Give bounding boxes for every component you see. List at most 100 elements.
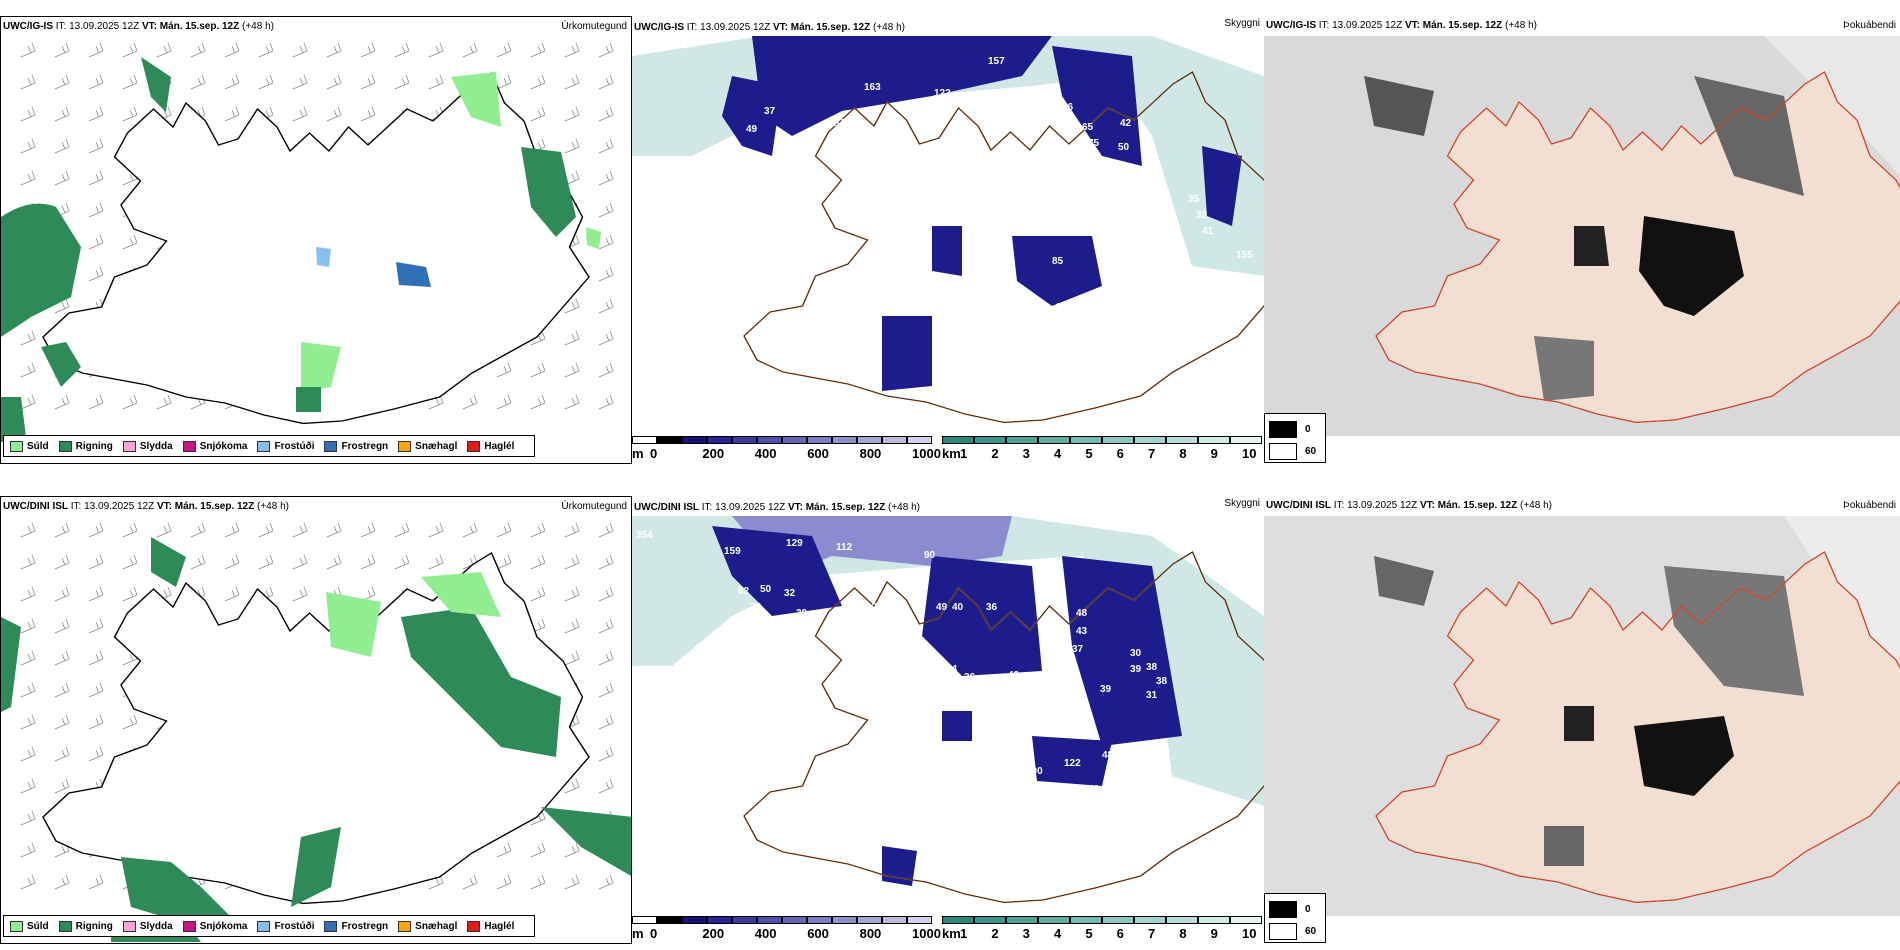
fog-legend-row: 60 [1269,920,1321,942]
fog-header-bottom: UWC/DINI ISL IT: 13.09.2025 12Z VT: Mán.… [1266,500,1552,511]
ceiling-label: 100 [1026,766,1043,777]
colorbar-tick: 1000 [912,446,941,461]
ceiling-label: 38 [1056,302,1068,313]
fog-area [1639,216,1744,316]
legend-item: Frostregn [324,920,388,932]
legend-item: Frostúði [257,920,314,932]
ceiling-label: 108 [884,120,901,131]
ceiling-label: 48 [1102,750,1114,761]
ceiling-label: 39 [1130,664,1142,675]
colorbar-segment [1230,916,1262,924]
legend-item: Snæhagl [398,440,457,452]
ceiling-label: 43 [1088,784,1100,795]
fog-map-top [1264,36,1900,436]
ceiling-label: 32 [1196,210,1208,221]
ceiling-label: 55 [1080,302,1092,313]
legend-swatch [324,920,338,932]
colorbar-segment [942,436,974,444]
colorbar-tick: 10 [1242,446,1257,461]
fog-swatch [1269,900,1297,918]
ceiling-label: 62 [738,586,750,597]
ceiling-label: 36 [782,136,794,147]
colorbar-segment [907,916,932,924]
colorbar-segment [707,436,732,444]
colorbar-segment [1198,436,1230,444]
ceiling-label: 36 [980,684,992,695]
colorbar-segment [974,436,1006,444]
ceiling-label: 48 [1076,608,1088,619]
colorbar-segment [857,916,882,924]
colorbar-segment [1038,436,1070,444]
legend-swatch [182,440,196,452]
legend-item: Frostúði [257,440,314,452]
colorbar-tick: 2 [991,446,999,461]
legend-swatch [257,440,271,452]
legend-swatch [257,920,271,932]
ceiling-label: 58 [1114,282,1126,293]
ceiling-label: 30 [1130,648,1142,659]
legend-item: Súld [10,440,49,452]
precip-legend-bottom: Súld Rigning Slydda Snjókoma Frostúði Fr… [3,915,535,937]
colorbar-tick: 0 [650,446,658,461]
ceiling-colorbar-top: m 0 200 400 600 800 1000 [632,436,941,462]
legend-item: Súld [10,920,49,932]
ceiling-label: 129 [786,538,803,549]
ceiling-label: 159 [724,546,741,557]
fog-legend-row: 0 [1269,898,1321,920]
ceiling-label: 155 [1236,250,1253,261]
colorbar-tick: 600 [807,446,829,461]
colorbar-segment [1166,916,1198,924]
colorbar-tick: 5 [1085,446,1093,461]
ceiling-label: 49 [936,602,948,613]
colorbar-tick: 1 [960,926,968,941]
colorbar-segment [757,916,782,924]
ceiling-label: 42 [1120,118,1132,129]
cloud-title-bottom: Skyggni [1224,498,1260,509]
cloud-panel-top: 163 122 157 37 115 108 49 36 115 44 41 37 103 26 65 42 7… [632,16,1264,464]
legend-swatch [398,920,412,932]
colorbar-segment [1038,916,1070,924]
colorbar-segment [1198,916,1230,924]
legend-swatch [10,920,23,932]
fog-title-top: Þokuábendi [1843,20,1896,31]
ceiling-label: 112 [1240,282,1257,293]
ceiling-label: 50 [1118,142,1130,153]
legend-item: Snjókoma [182,920,247,932]
colorbar-segment [632,916,657,924]
ceiling-label: 65 [1082,122,1094,133]
ceiling-label: 51 [1126,306,1138,317]
ceiling-label: 39 [796,608,808,619]
legend-item: Rigning [58,920,113,932]
ceiling-label: 56 [1024,298,1036,309]
colorbar-tick: 2 [991,926,999,941]
ceiling-label: 50 [1120,164,1132,175]
legend-item: Slydda [122,920,173,932]
colorbar-segment [882,916,907,924]
ceiling-label: 26 [1062,102,1074,113]
ceiling-label: 42 [1044,628,1056,639]
colorbar-tick: 0 [650,926,658,941]
cloud-header-bottom: UWC/DINI ISL IT: 13.09.2025 12Z VT: Mán.… [634,502,920,513]
colorbar-segment [757,436,782,444]
colorbar-tick: 3 [1022,446,1030,461]
colorbar-segment [807,916,832,924]
colorbar-tick: 400 [754,926,777,941]
colorbar-tick: 1000 [912,926,941,941]
ceiling-label: 104 [1070,340,1087,351]
colorbar-unit: m [632,446,644,461]
fog-legend-row: 60 [1269,440,1321,462]
legend-swatch [467,920,481,932]
ceiling-label: 91 [900,568,912,579]
ceiling-label: 26 [930,434,942,445]
colorbar-segment [832,436,857,444]
ceiling-label: 40 [952,602,964,613]
fog-header-top: UWC/IG-IS IT: 13.09.2025 12Z VT: Mán. 15… [1266,20,1537,31]
drizzle-area [421,572,501,617]
ceiling-label: 42 [1008,670,1020,681]
legend-item: Haglél [467,440,514,452]
colorbar-segment [732,436,757,444]
colorbar-segment [1166,436,1198,444]
drizzle-area [451,72,501,127]
ceiling-label: 112 [836,542,853,553]
ceiling-label: 80 [1084,154,1096,165]
